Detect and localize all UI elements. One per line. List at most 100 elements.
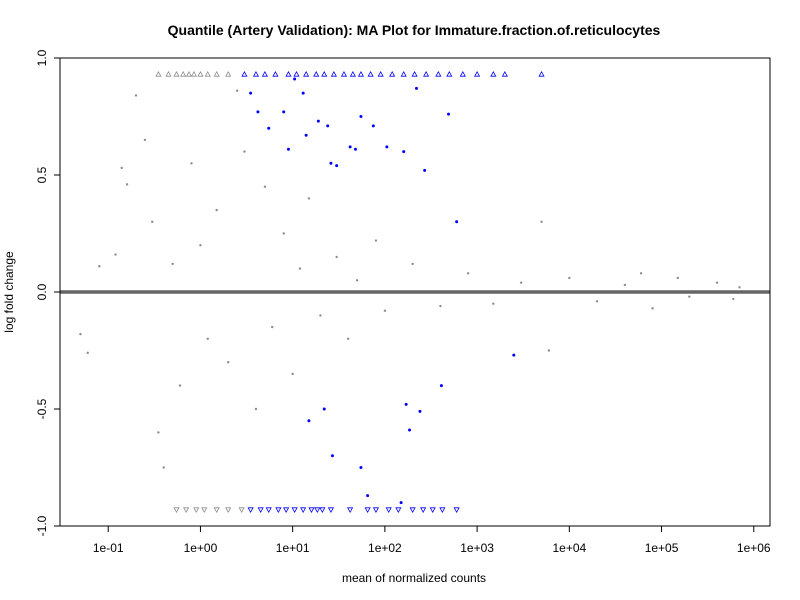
capped-point-down — [193, 507, 200, 514]
point — [298, 267, 302, 270]
significant-point — [385, 145, 389, 149]
capped-point-up — [272, 70, 279, 77]
significant-point — [371, 124, 375, 128]
point — [715, 281, 719, 284]
y-tick-label: -0.5 — [35, 398, 49, 419]
point — [492, 302, 495, 305]
capped-point-down — [183, 507, 190, 514]
significant-point — [353, 147, 357, 151]
capped-point-up — [446, 70, 453, 77]
capped-point-up — [459, 70, 466, 77]
significant-point — [414, 86, 418, 90]
point — [346, 337, 350, 340]
capped-point-down — [201, 507, 208, 514]
point — [623, 283, 627, 287]
x-tick-label: 1e+01 — [276, 541, 310, 555]
capped-point-up — [330, 70, 337, 77]
significant-point — [399, 501, 403, 505]
significant-point — [301, 91, 305, 95]
point — [171, 262, 174, 266]
capped-point-up — [225, 70, 232, 77]
point — [282, 232, 285, 235]
point — [540, 220, 543, 223]
capped-point-up — [180, 70, 187, 77]
capped-point-up — [538, 70, 545, 77]
point — [595, 300, 599, 303]
capped-point-up — [349, 70, 356, 77]
significant-point — [348, 145, 352, 149]
point — [271, 325, 274, 329]
capped-point-up — [293, 70, 300, 77]
point — [335, 255, 338, 259]
significant-point — [267, 126, 271, 130]
point — [374, 239, 378, 242]
capped-point-down — [385, 507, 392, 514]
x-tick-label: 1e+05 — [645, 541, 679, 555]
point — [151, 220, 154, 223]
capped-point-up — [197, 70, 204, 77]
significant-point — [307, 419, 311, 423]
point — [206, 337, 209, 340]
capped-point-up — [204, 70, 211, 77]
capped-point-down — [265, 507, 272, 514]
capped-point-up — [165, 70, 172, 77]
significant-point — [408, 428, 412, 432]
significant-point — [447, 112, 451, 116]
point — [178, 384, 182, 387]
capped-point-down — [300, 507, 307, 514]
point — [79, 332, 82, 336]
capped-point-up — [303, 70, 310, 77]
point — [411, 262, 414, 266]
significant-point — [512, 353, 516, 357]
capped-point-up — [501, 70, 508, 77]
significant-point — [439, 384, 443, 388]
capped-point-up — [377, 70, 384, 77]
capped-point-down — [420, 507, 427, 514]
x-tick-label: 1e+02 — [368, 541, 402, 555]
y-axis: -1.0 -0.5 0.0 0.5 1.0 — [35, 49, 60, 536]
significant-point — [326, 124, 330, 128]
point — [243, 150, 246, 153]
significant-point — [359, 466, 363, 469]
significant-point — [335, 164, 339, 168]
capped-point-down — [372, 507, 380, 514]
point — [235, 89, 239, 92]
capped-point-up — [435, 70, 442, 77]
capped-point-up — [213, 70, 220, 77]
point — [355, 279, 359, 282]
capped-point-down — [247, 507, 254, 514]
capped-point-up — [423, 70, 430, 77]
point — [162, 466, 165, 469]
capped-point-up — [190, 70, 198, 77]
point — [651, 307, 654, 310]
significant-point — [256, 110, 260, 114]
y-tick-label: -1.0 — [35, 515, 49, 536]
capped-point-down — [364, 507, 371, 514]
point — [738, 286, 741, 289]
x-tick-label: 1e-01 — [93, 541, 124, 555]
point — [263, 185, 267, 188]
y-tick-label: 0.0 — [35, 283, 49, 300]
significant-point — [330, 454, 334, 458]
point — [639, 272, 643, 275]
point — [519, 281, 523, 284]
capped-point-down — [275, 507, 282, 514]
capped-point-down — [291, 507, 298, 514]
point — [120, 166, 123, 170]
point — [190, 162, 193, 165]
point — [86, 351, 89, 355]
capped-point-down — [395, 507, 402, 514]
point — [157, 431, 160, 434]
capped-point-up — [474, 70, 481, 77]
significant-point — [402, 150, 406, 154]
capped-point-up — [173, 70, 180, 77]
capped-point-up — [321, 70, 328, 77]
point — [319, 314, 322, 317]
capped-point-up — [357, 70, 365, 77]
chart-title: Quantile (Artery Validation): MA Plot fo… — [168, 22, 661, 38]
point — [676, 276, 679, 280]
point — [114, 253, 117, 256]
y-tick-label: 1.0 — [35, 49, 49, 66]
capped-point-up — [241, 70, 248, 77]
significant-point — [286, 147, 290, 151]
